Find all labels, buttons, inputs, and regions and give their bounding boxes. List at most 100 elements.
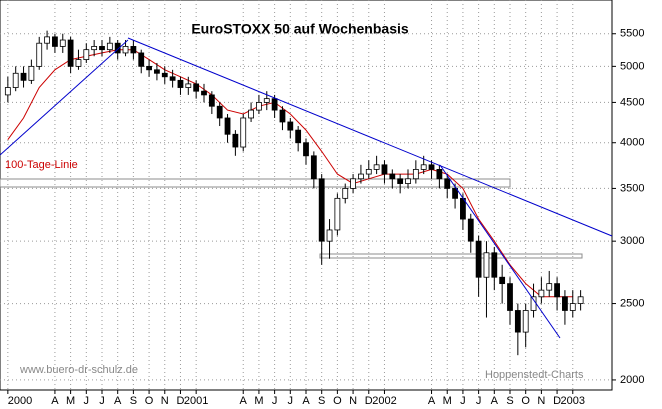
candle-body	[303, 142, 309, 157]
x-tick-label: D	[553, 395, 561, 407]
x-tick-label: M	[254, 395, 263, 407]
candle-body	[530, 296, 537, 311]
x-tick-label: A	[51, 395, 59, 407]
candle-body	[28, 65, 35, 81]
ma-label: 100-Tage-Linie	[5, 159, 78, 171]
candle-body	[4, 87, 11, 96]
candle-body	[452, 188, 458, 199]
y-tick-label: 3500	[620, 182, 644, 194]
candle-body	[318, 178, 325, 242]
candle-body	[342, 188, 349, 199]
x-tick-label: A	[302, 395, 310, 407]
y-tick-label: 5500	[620, 28, 644, 40]
candle-body	[240, 117, 247, 148]
y-tick-label: 2000	[620, 374, 644, 386]
candle-body	[114, 42, 121, 54]
x-tick-label: J	[272, 395, 278, 407]
candle-body	[248, 109, 254, 119]
candle-body	[130, 46, 137, 54]
y-tick-label: 5000	[620, 60, 644, 72]
candle-body	[83, 49, 90, 60]
candle-body	[538, 289, 545, 298]
candle-body	[522, 310, 529, 333]
candle-layer	[4, 30, 584, 356]
candle-body	[216, 105, 223, 119]
candle-body	[554, 283, 560, 298]
x-tick-label: J	[288, 395, 294, 407]
x-tick-label: 2000	[8, 395, 32, 407]
candle-body	[358, 173, 364, 180]
candle-body	[91, 46, 98, 51]
candle-body	[177, 79, 184, 88]
y-tick-label: 4500	[620, 96, 644, 108]
x-tick-label: 2002	[372, 395, 396, 407]
x-tick-label: O	[333, 395, 342, 407]
y-tick-label: 2500	[620, 297, 644, 309]
candle-body	[287, 121, 294, 131]
candle-body	[546, 283, 553, 291]
candle-body	[491, 252, 498, 278]
trend-layer	[0, 37, 613, 339]
x-tick-label: S	[506, 395, 513, 407]
candle-body	[365, 169, 372, 175]
candle-body	[169, 76, 176, 81]
x-tick-label: J	[476, 395, 482, 407]
candle-body	[44, 36, 50, 44]
x-tick-label: D	[176, 395, 184, 407]
candle-body	[99, 46, 105, 51]
trend-line	[127, 37, 613, 237]
candle-body	[460, 197, 466, 220]
x-tick-label: M	[443, 395, 452, 407]
candle-body	[373, 164, 380, 170]
candle-body	[185, 83, 192, 88]
candle-body	[146, 65, 152, 71]
candle-body	[444, 178, 451, 189]
candle-body	[436, 169, 443, 180]
candle-body	[420, 164, 427, 170]
candle-body	[256, 102, 262, 111]
candle-body	[161, 72, 168, 78]
x-tick-label: J	[460, 395, 466, 407]
x-tick-label: A	[114, 395, 122, 407]
candle-body	[389, 173, 396, 180]
candle-body	[428, 164, 435, 170]
candle-body	[106, 42, 113, 51]
x-tick-label: A	[240, 395, 248, 407]
candle-body	[326, 229, 333, 242]
candle-body	[381, 164, 388, 175]
y-tick-label: 3000	[620, 235, 644, 247]
candle-body	[138, 52, 145, 67]
trend-line	[0, 39, 129, 156]
candle-body	[514, 310, 521, 333]
x-tick-label: A	[428, 395, 436, 407]
x-tick-label: 2003	[561, 395, 585, 407]
candle-body	[334, 197, 341, 231]
candle-body	[483, 252, 490, 278]
candle-body	[12, 72, 19, 88]
x-tick-label: M	[66, 395, 75, 407]
x-tick-label: S	[130, 395, 137, 407]
candle-body	[36, 42, 43, 67]
candle-body	[507, 283, 513, 311]
x-tick-label: 2001	[184, 395, 208, 407]
candle-body	[350, 178, 356, 189]
candle-body	[279, 109, 286, 123]
candle-body	[475, 240, 482, 278]
x-tick-label: J	[99, 395, 105, 407]
x-tick-label: O	[145, 395, 154, 407]
x-tick-label: N	[537, 395, 545, 407]
candle-body	[122, 46, 129, 54]
candle-body	[310, 155, 317, 180]
candle-body	[154, 69, 160, 74]
candle-body	[263, 98, 270, 103]
x-tick-label: N	[161, 395, 169, 407]
candle-body	[405, 178, 411, 184]
candle-body	[295, 129, 302, 144]
candle-body	[20, 72, 27, 81]
trend-line	[439, 164, 561, 339]
candle-body	[75, 59, 82, 67]
resistance-zone	[0, 178, 511, 188]
x-tick-label: O	[521, 395, 530, 407]
